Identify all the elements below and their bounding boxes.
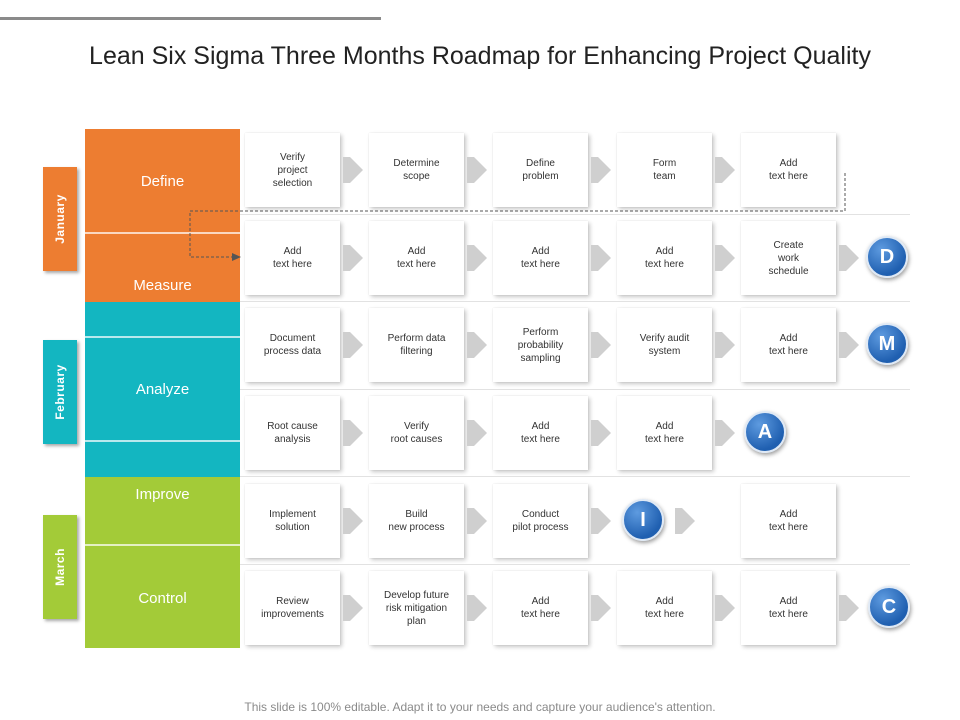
step-box: Create work schedule (741, 221, 836, 295)
step-arrow (591, 332, 611, 358)
phase-label-improve: Improve (135, 486, 190, 503)
step-arrow (343, 245, 363, 271)
step-arrow (467, 332, 487, 358)
footer-note: This slide is 100% editable. Adapt it to… (244, 700, 716, 714)
step-arrow (467, 508, 487, 534)
badge-d: D (866, 236, 908, 278)
step-arrow (715, 245, 735, 271)
step-arrow (591, 420, 611, 446)
step-box: Add text here (741, 484, 836, 558)
step-arrow (343, 332, 363, 358)
step-box: Implement solution (245, 484, 340, 558)
step-arrow (343, 508, 363, 534)
step-arrow (591, 157, 611, 183)
step-box: Build new process (369, 484, 464, 558)
phase-block-teal (85, 302, 240, 477)
step-arrow (715, 595, 735, 621)
month-tab-march: March (43, 515, 77, 619)
step-arrow (467, 245, 487, 271)
row-separator (240, 389, 910, 390)
step-arrow (591, 595, 611, 621)
step-arrow (839, 332, 859, 358)
badge-m: M (866, 323, 908, 365)
badge-i: I (622, 499, 664, 541)
step-arrow (715, 157, 735, 183)
step-box: Add text here (741, 133, 836, 207)
step-box: Define problem (493, 133, 588, 207)
step-arrow (839, 245, 859, 271)
step-box: Document process data (245, 308, 340, 382)
phase-divider (85, 336, 240, 338)
phase-label-analyze: Analyze (135, 381, 190, 398)
top-accent-line (0, 17, 381, 20)
row-separator (240, 301, 910, 302)
step-box: Form team (617, 133, 712, 207)
row-separator (240, 476, 910, 477)
phase-divider (85, 440, 240, 442)
step-box: Add text here (617, 221, 712, 295)
phase-divider (85, 232, 240, 234)
step-arrow (467, 595, 487, 621)
step-arrow (591, 508, 611, 534)
row-separator (240, 214, 910, 215)
step-arrow (675, 508, 695, 534)
badge-a: A (744, 411, 786, 453)
step-box: Conduct pilot process (493, 484, 588, 558)
page-title: Lean Six Sigma Three Months Roadmap for … (89, 42, 871, 70)
step-box: Add text here (741, 308, 836, 382)
step-box: Add text here (493, 571, 588, 645)
phase-label-control: Control (138, 590, 187, 607)
phase-block-green (85, 477, 240, 648)
step-box: Review improvements (245, 571, 340, 645)
step-box: Add text here (741, 571, 836, 645)
month-tab-february: February (43, 340, 77, 444)
step-box: Perform probability sampling (493, 308, 588, 382)
step-arrow (343, 420, 363, 446)
step-arrow (591, 245, 611, 271)
row-separator (240, 564, 910, 565)
step-box: Add text here (369, 221, 464, 295)
step-box: Add text here (617, 571, 712, 645)
step-box: Verify project selection (245, 133, 340, 207)
step-arrow (343, 595, 363, 621)
step-arrow (467, 157, 487, 183)
step-box: Add text here (245, 221, 340, 295)
step-arrow (839, 595, 859, 621)
badge-c: C (868, 586, 910, 628)
phase-divider (85, 544, 240, 546)
step-box: Determine scope (369, 133, 464, 207)
phase-block-orange (85, 129, 240, 302)
phase-label-measure: Measure (133, 277, 192, 294)
step-arrow (467, 420, 487, 446)
step-box: Add text here (617, 396, 712, 470)
step-arrow (715, 420, 735, 446)
step-box: Perform data filtering (369, 308, 464, 382)
phase-label-define: Define (140, 173, 185, 190)
step-arrow (715, 332, 735, 358)
step-box: Add text here (493, 221, 588, 295)
month-tab-january: January (43, 167, 77, 271)
step-box: Add text here (493, 396, 588, 470)
step-arrow (343, 157, 363, 183)
step-box: Root cause analysis (245, 396, 340, 470)
step-box: Verify audit system (617, 308, 712, 382)
step-box: Develop future risk mitigation plan (369, 571, 464, 645)
step-box: Verify root causes (369, 396, 464, 470)
